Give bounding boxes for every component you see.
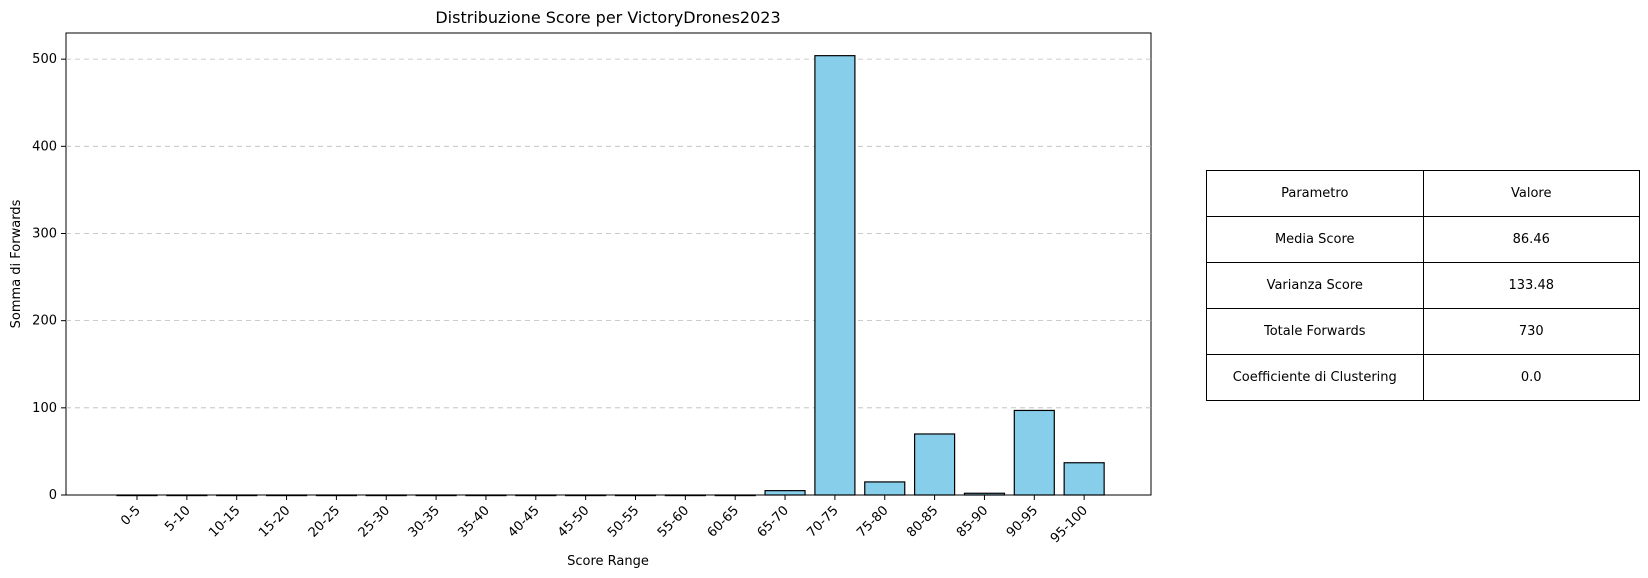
x-tick-label: 85-90 xyxy=(954,503,991,540)
table-cell: 86.46 xyxy=(1422,216,1640,263)
table-header-cell: Parametro xyxy=(1206,170,1424,217)
y-tick-label: 300 xyxy=(32,226,57,241)
x-tick-label: 95-100 xyxy=(1048,503,1091,546)
x-tick-label: 15-20 xyxy=(256,503,293,540)
table-cell: Coefficiente di Clustering xyxy=(1206,354,1424,401)
plot-area xyxy=(65,32,1152,496)
x-axis-ticks: 0-5 5-10 10-15 15-20 20-25 25-30 30-35 35-40 40-… xyxy=(118,495,1091,546)
table-row: Totale Forwards 730 xyxy=(1206,308,1640,355)
x-tick-label: 65-70 xyxy=(755,503,792,540)
x-tick-label: 25-30 xyxy=(356,503,393,540)
bar-65-70 xyxy=(764,490,806,496)
y-tick-label: 400 xyxy=(32,139,57,154)
x-tick-label: 90-95 xyxy=(1004,503,1041,540)
x-tick-label: 75-80 xyxy=(854,503,891,540)
bar-70-75 xyxy=(814,55,856,496)
x-tick-label: 55-60 xyxy=(655,503,692,540)
y-tick-label: 200 xyxy=(32,314,57,329)
y-axis-label: Somma di Forwards xyxy=(9,199,24,328)
stats-table: Parametro Valore Media Score 86.46 Varianza … xyxy=(1206,170,1640,401)
table-row: Media Score 86.46 xyxy=(1206,216,1640,263)
table-header-row: Parametro Valore xyxy=(1206,170,1640,217)
table-cell: Varianza Score xyxy=(1206,262,1424,309)
table-header-cell: Valore xyxy=(1422,170,1640,217)
x-axis-label: Score Range xyxy=(567,554,649,569)
x-tick-label: 30-35 xyxy=(406,503,443,540)
x-tick-label: 40-45 xyxy=(505,503,542,540)
x-tick-label: 60-65 xyxy=(705,503,742,540)
x-tick-label: 20-25 xyxy=(306,503,343,540)
x-tick-label: 80-85 xyxy=(904,503,941,540)
y-tick-label: 100 xyxy=(32,401,57,416)
table-row: Coefficiente di Clustering 0.0 xyxy=(1206,354,1640,401)
x-tick-label: 45-50 xyxy=(555,503,592,540)
gridlines xyxy=(66,58,1151,409)
y-tick-label: 500 xyxy=(32,52,57,67)
table-cell: 133.48 xyxy=(1422,262,1640,309)
x-tick-label: 5-10 xyxy=(162,503,193,534)
x-tick-label: 70-75 xyxy=(804,503,841,540)
bar-75-80 xyxy=(864,481,906,496)
table-cell: Media Score xyxy=(1206,216,1424,263)
bar-85-90 xyxy=(963,492,1006,496)
table-cell: 0.0 xyxy=(1422,354,1640,401)
bar-95-100 xyxy=(1063,462,1105,496)
table-row: Varianza Score 133.48 xyxy=(1206,262,1640,309)
x-tick-label: 50-55 xyxy=(605,503,642,540)
x-tick-label: 35-40 xyxy=(455,503,492,540)
y-tick-label: 0 xyxy=(49,488,57,503)
table-cell: 730 xyxy=(1422,308,1640,355)
x-tick-label: 0-5 xyxy=(118,503,144,529)
y-axis-ticks: 0 100 200 300 400 500 xyxy=(32,52,66,503)
bar-80-85 xyxy=(913,433,956,496)
table-cell: Totale Forwards xyxy=(1206,308,1424,355)
bars xyxy=(116,55,1105,497)
bar-90-95 xyxy=(1013,409,1055,496)
x-tick-label: 10-15 xyxy=(206,503,243,540)
chart-title: Distribuzione Score per VictoryDrones202… xyxy=(435,8,780,27)
